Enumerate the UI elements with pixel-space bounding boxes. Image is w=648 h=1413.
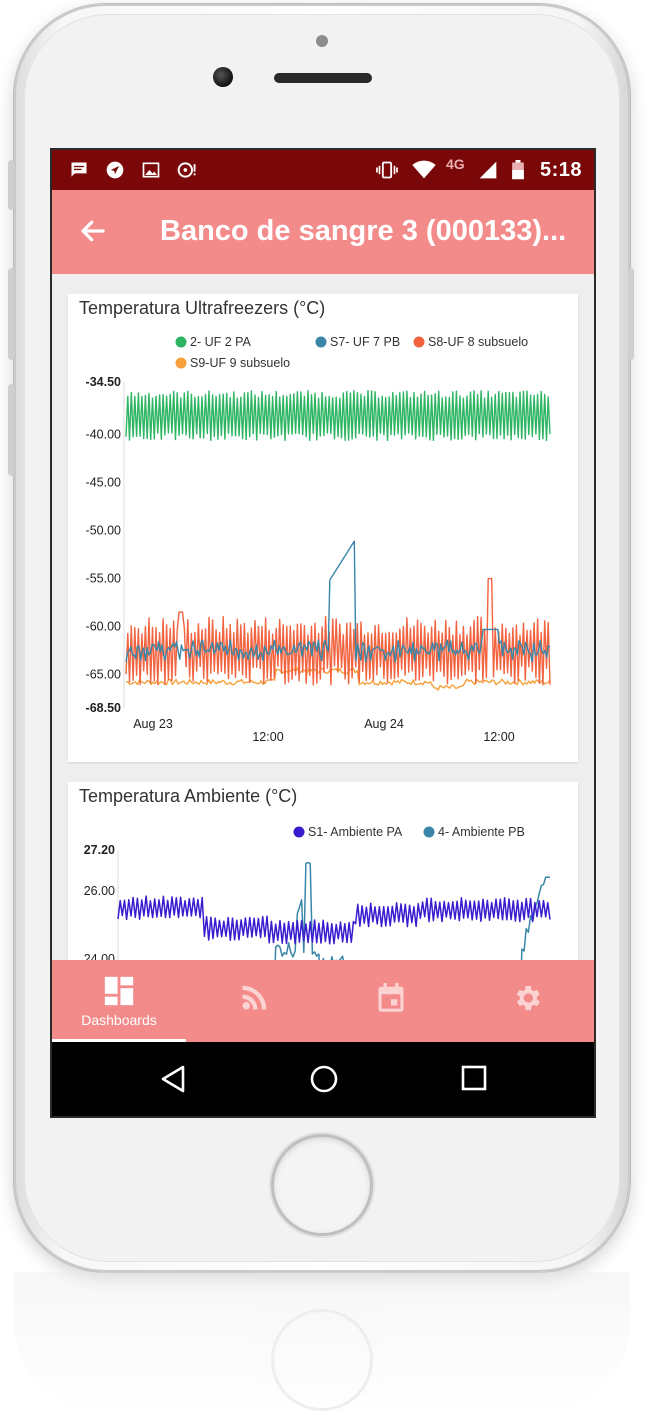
chart-ultrafreezers[interactable]: 2- UF 2 PA S7- UF 7 PB S8-UF 8 subsuelo S9-… <box>68 294 578 762</box>
legend-marker <box>175 357 187 369</box>
volume-up-button <box>8 268 14 360</box>
y-tick-label: 27.20 <box>84 843 115 857</box>
network-type: 4G <box>446 156 465 172</box>
series-line-0 <box>117 895 551 945</box>
back-triangle-icon[interactable] <box>160 1064 186 1094</box>
legend-marker <box>423 826 435 838</box>
series-line-2 <box>125 577 551 686</box>
active-indicator <box>52 1039 186 1042</box>
recents-square-icon[interactable] <box>460 1064 488 1092</box>
series-line-0 <box>125 390 551 442</box>
calendar-icon <box>378 983 404 1012</box>
legend-marker <box>315 336 327 348</box>
y-tick-label: -50.00 <box>86 524 121 538</box>
vibrate-icon <box>376 161 398 179</box>
nav-item-dashboards[interactable]: Dashboards <box>52 960 186 1042</box>
legend-entry: S1- Ambiente PA <box>308 825 403 839</box>
status-bar: 4G 5:18 <box>52 150 594 190</box>
series-line-3 <box>125 667 551 691</box>
legend-entry: S9-UF 9 subsuelo <box>190 356 290 370</box>
y-tick-label: 26.00 <box>84 884 115 898</box>
chart-ambiente[interactable]: S1- Ambiente PA 4- Ambiente PB 27.20 26.00 2… <box>68 782 578 960</box>
dashboard-icon <box>104 976 134 1006</box>
legend-entry: S7- UF 7 PB <box>330 335 400 349</box>
phone-reflection <box>14 1272 630 1413</box>
y-tick-label: -45.00 <box>86 476 121 490</box>
mute-switch <box>8 160 14 210</box>
settings-gear-icon <box>516 986 540 1010</box>
power-button <box>628 268 634 360</box>
legend-marker <box>413 336 425 348</box>
wifi-icon <box>412 160 436 179</box>
image-icon <box>142 162 160 178</box>
system-navigation-bar <box>52 1042 594 1116</box>
x-tick-label: Aug 23 <box>133 717 173 731</box>
nav-item-settings[interactable] <box>460 960 594 1042</box>
clock: 5:18 <box>539 159 582 181</box>
nav-label: Dashboards <box>81 1012 157 1028</box>
nav-item-calendar[interactable] <box>324 960 458 1042</box>
screen: 4G 5:18 Banco de sangre 3 (000133)... 2-… <box>50 148 596 1118</box>
chart-title: Temperatura Ambiente (°C) <box>79 786 298 806</box>
legend-marker <box>293 826 305 838</box>
chart-card-ultrafreezers: 2- UF 2 PA S7- UF 7 PB S8-UF 8 subsuelo S9-… <box>68 294 578 762</box>
earpiece-speaker <box>274 73 372 83</box>
legend-entry: 2- UF 2 PA <box>190 335 252 349</box>
app-bar: Banco de sangre 3 (000133)... <box>52 190 594 274</box>
legend-entry: 4- Ambiente PB <box>438 825 525 839</box>
y-tick-label: -60.00 <box>86 620 121 634</box>
bottom-navigation: Dashboards <box>52 960 594 1042</box>
volume-down-button <box>8 384 14 476</box>
home-circle-icon[interactable] <box>309 1064 339 1094</box>
legend-entry: S8-UF 8 subsuelo <box>428 335 528 349</box>
y-tick-label: -68.50 <box>86 701 121 715</box>
x-tick-label: 12:00 <box>483 730 514 744</box>
y-tick-label: -65.00 <box>86 667 121 681</box>
signal-icon <box>479 161 497 179</box>
page-title: Banco de sangre 3 (000133)... <box>160 215 567 247</box>
message-icon <box>71 162 87 177</box>
nav-item-feed[interactable] <box>188 960 322 1042</box>
navigation-icon <box>106 161 124 179</box>
rss-feed-icon <box>242 985 267 1010</box>
y-tick-label: -34.50 <box>86 375 121 389</box>
y-tick-label: -40.00 <box>86 428 121 442</box>
home-button[interactable] <box>274 1137 370 1233</box>
y-tick-label: -55.00 <box>86 572 121 586</box>
dashboard-content[interactable]: 2- UF 2 PA S7- UF 7 PB S8-UF 8 subsuelo S9-… <box>52 274 594 960</box>
x-tick-label: Aug 24 <box>364 717 404 731</box>
legend-marker <box>175 336 187 348</box>
y-tick-label: 24.00 <box>84 952 115 960</box>
x-tick-label: 12:00 <box>252 730 283 744</box>
chart-title: Temperatura Ultrafreezers (°C) <box>79 298 326 318</box>
arrow-left-icon[interactable] <box>78 216 108 246</box>
proximity-sensor <box>316 35 328 47</box>
chart-card-ambiente: S1- Ambiente PA 4- Ambiente PB 27.20 26.00 2… <box>68 782 578 960</box>
disc-alert-icon <box>177 162 196 178</box>
front-camera <box>213 67 233 87</box>
battery-icon <box>512 160 524 180</box>
series-line-1 <box>125 540 551 663</box>
